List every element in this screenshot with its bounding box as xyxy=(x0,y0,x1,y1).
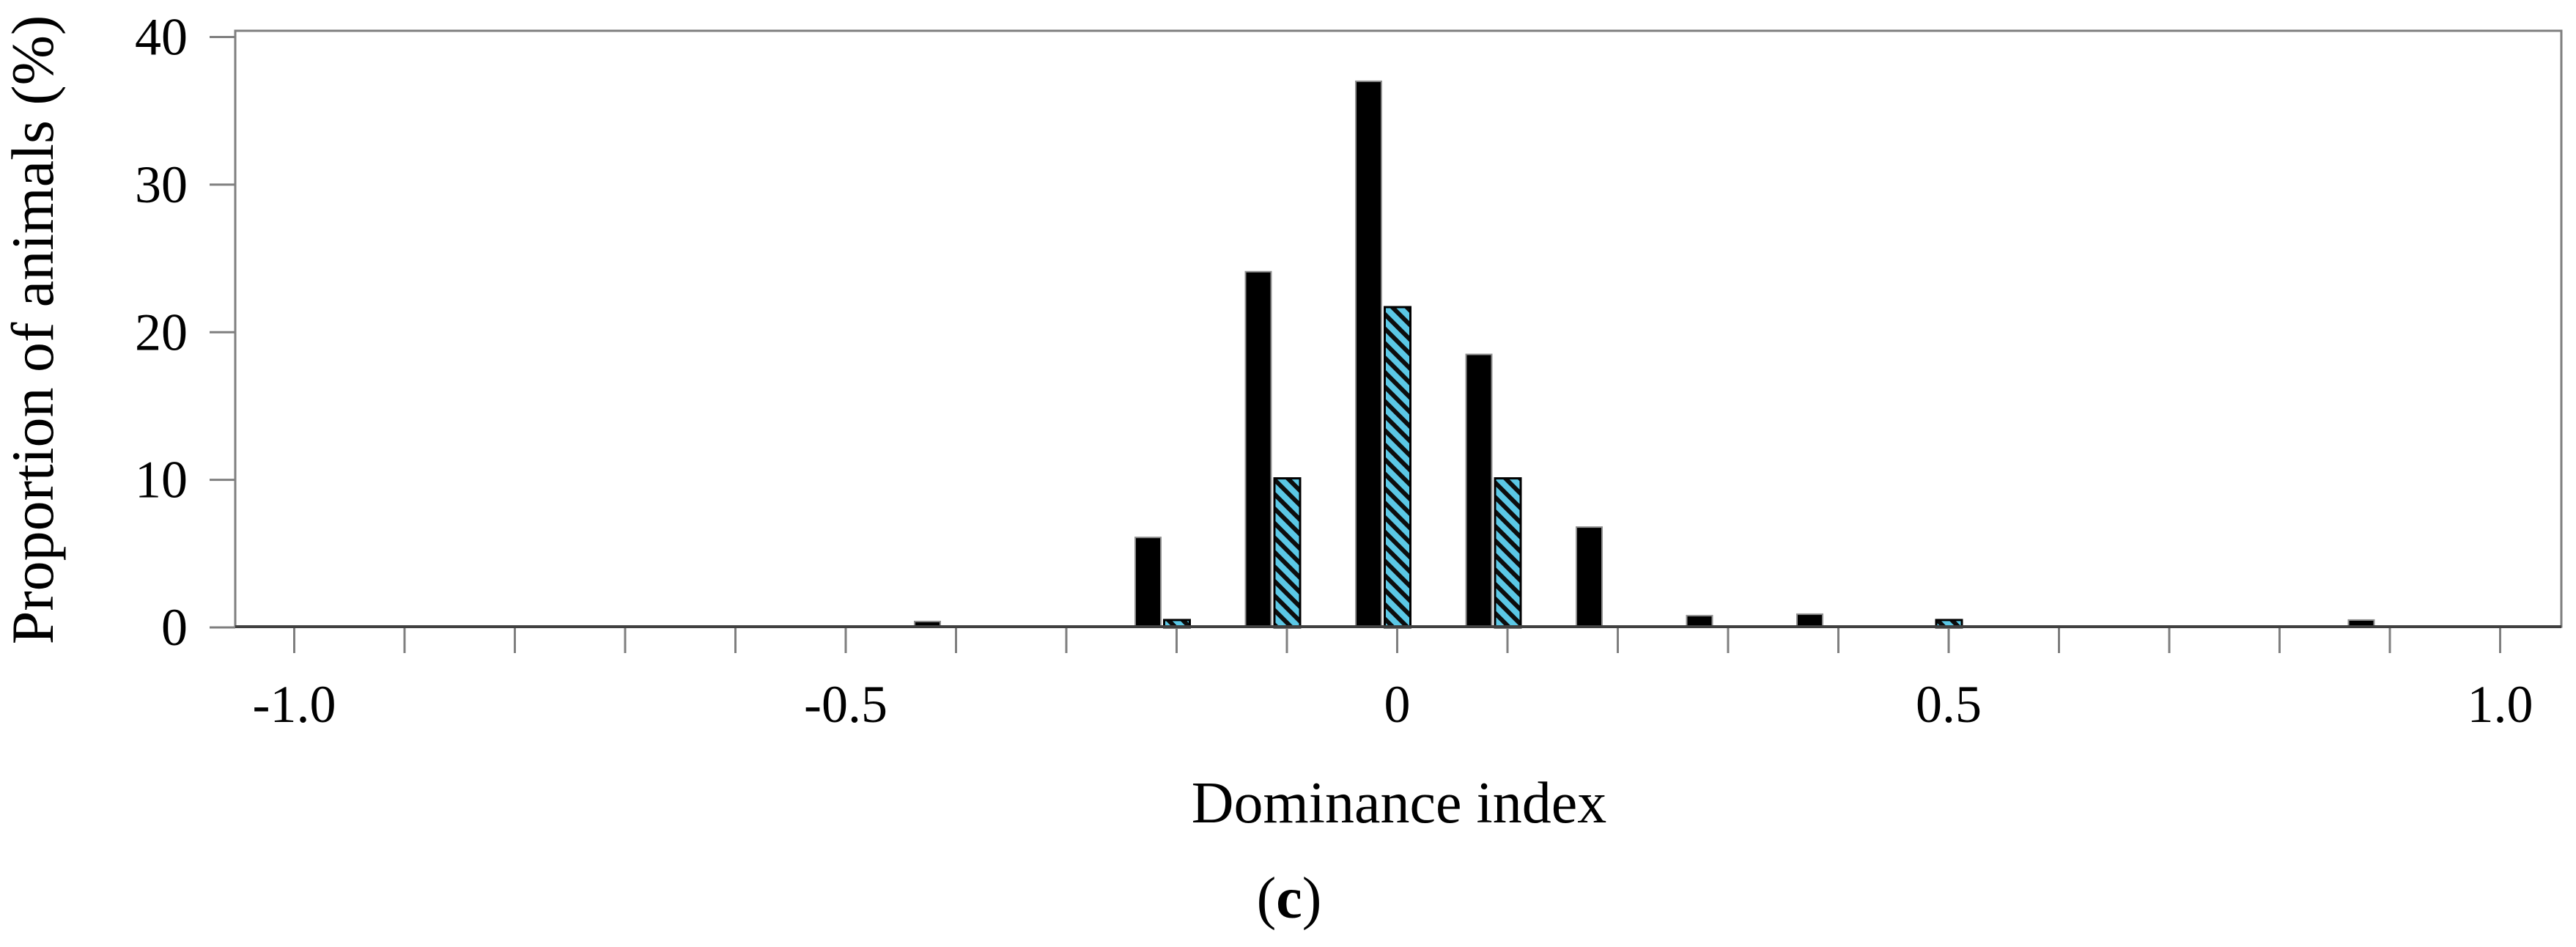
x-tick-label--0.5: -0.5 xyxy=(804,675,887,734)
solid-bar--0.1 xyxy=(1244,270,1272,628)
figure-caption: (c) xyxy=(1257,866,1322,931)
y-tick-label-40: 40 xyxy=(135,8,188,67)
caption-paren-close: ) xyxy=(1302,866,1322,931)
solid-bar-0 xyxy=(1355,80,1382,628)
hatched-bar-0.1 xyxy=(1494,477,1522,629)
x-tick-label-0.5: 0.5 xyxy=(1916,675,1982,734)
solid-bar-0.2 xyxy=(1576,526,1603,628)
x-tick-label-0: 0 xyxy=(1384,675,1411,734)
y-tick-label-20: 20 xyxy=(135,303,188,361)
solid-bar--0.2 xyxy=(1134,537,1162,629)
axes-group: 0 10 20 30 40 -1.0 -0.5 0 0.5 1.0 xyxy=(135,8,2561,734)
bars-group xyxy=(914,80,2375,629)
x-tick-label--1: -1.0 xyxy=(253,675,336,734)
x-tick-label-1: 1.0 xyxy=(2468,675,2533,734)
hatched-bar-0 xyxy=(1384,306,1411,629)
y-tick-label-10: 10 xyxy=(135,451,188,509)
y-tick-label-0: 0 xyxy=(161,598,188,657)
y-tick-label-30: 30 xyxy=(135,155,188,214)
caption-paren-open: ( xyxy=(1257,866,1277,931)
caption-letter: c xyxy=(1276,866,1302,931)
solid-bar-0.1 xyxy=(1465,353,1493,628)
x-axis-title: Dominance index xyxy=(1192,771,1606,836)
hatched-bar--0.1 xyxy=(1273,477,1302,629)
y-axis-title: Proportion of animals (%) xyxy=(0,15,66,645)
